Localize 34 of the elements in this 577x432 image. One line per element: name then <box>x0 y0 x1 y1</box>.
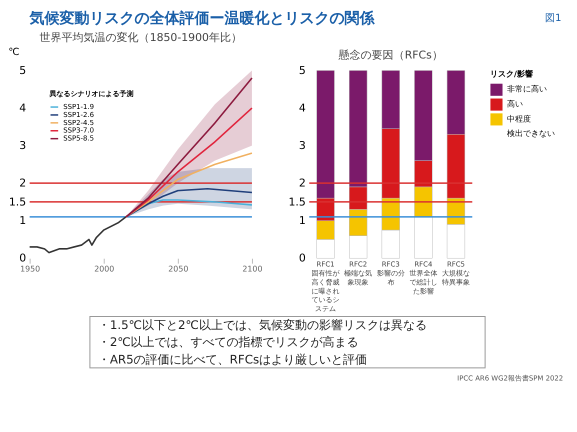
x-tick-label: 2050 <box>168 264 188 274</box>
legend-label: 中程度 <box>506 114 531 124</box>
y-tick-label: 4 <box>298 101 306 114</box>
y-tick-label: 4 <box>19 101 26 114</box>
x-tick-label: 2100 <box>242 264 262 274</box>
y-tick-label: 5 <box>298 64 306 77</box>
line-series <box>125 188 253 218</box>
chart-title: 気候変動リスクの全体評価ー温暖化とリスクの関係 <box>28 9 376 28</box>
legend-title: リスク/影響 <box>490 69 533 78</box>
legend-label: 非常に高い <box>506 84 547 94</box>
text: 検出できない <box>506 129 555 138</box>
y-tick-label: 0 <box>298 252 306 265</box>
line-series <box>125 152 253 218</box>
y-tick-label: 1 <box>19 214 26 228</box>
line-series <box>28 216 127 254</box>
y-tick-label: 2 <box>298 176 306 190</box>
y-tick-label: 2 <box>19 176 26 190</box>
y-tick-label: 1.5 <box>288 195 306 208</box>
legend-label: 高い <box>506 100 523 109</box>
x-tick-label: 1950 <box>20 264 40 274</box>
text: ・1.5℃以下と2℃以上では、気候変動の影響リスクは異なる <box>98 318 427 332</box>
text: ・AR5の評価に比べて、RFCsはより厳しいと評価 <box>98 352 368 366</box>
chart-title: 懸念の要因（RFCs） <box>338 48 443 62</box>
y-tick-label: 5 <box>19 64 26 77</box>
x-tick-label: 2000 <box>94 264 114 274</box>
y-tick-label: 1.5 <box>8 195 26 208</box>
caption: 図1 <box>545 13 562 24</box>
y-tick-label: 3 <box>19 139 26 152</box>
y-tick-label: 1 <box>298 214 306 228</box>
y-tick-label: 3 <box>298 139 306 152</box>
y-tick-label: 0 <box>19 252 26 265</box>
text: ・2℃以上では、すべての指標でリスクが高まる <box>98 335 359 350</box>
chart-subtitle: 世界平均気温の変化（1850-1900年比） <box>40 30 242 44</box>
y-axis-title: ℃ <box>8 47 20 58</box>
